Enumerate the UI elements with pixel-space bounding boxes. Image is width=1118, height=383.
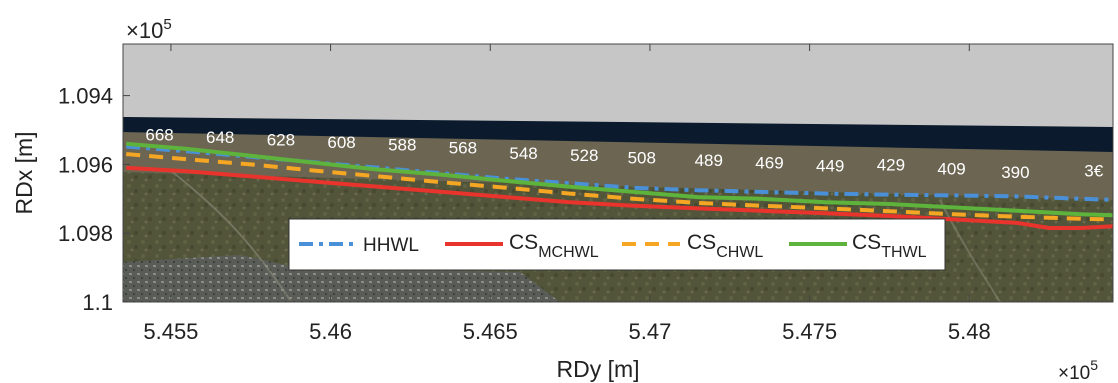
y-exponent-label: ×105 xyxy=(126,16,172,43)
x-exponent-label: ×105 xyxy=(1058,357,1098,383)
x-tick-label: 5.46 xyxy=(309,319,352,344)
profile-label-2: 628 xyxy=(267,131,295,150)
profile-label-4: 588 xyxy=(388,136,416,155)
series-line-hhwl xyxy=(126,144,1113,202)
profile-label-11: 449 xyxy=(816,156,844,175)
profile-label-0: 668 xyxy=(145,125,173,144)
x-axis-label: RDy [m] xyxy=(556,356,639,382)
legend-label-cs-thwl: CSTHWL xyxy=(852,231,927,261)
legend-label-cs-chwl: CSCHWL xyxy=(687,231,763,261)
profile-label-9: 489 xyxy=(695,151,723,170)
x-tick-label: 5.48 xyxy=(948,319,991,344)
profile-label-8: 508 xyxy=(628,149,656,168)
profile-label-6: 548 xyxy=(509,144,537,163)
dune-path xyxy=(169,169,291,301)
y-tick-label: 1.098 xyxy=(58,221,113,246)
series-line-cs-mchwl xyxy=(126,165,1113,230)
x-tick-label: 5.47 xyxy=(629,319,672,344)
y-axis-label: RDx [m] xyxy=(11,131,37,214)
dune-path-2 xyxy=(939,199,1001,302)
plot-frame xyxy=(122,43,1114,303)
profile-label-14: 390 xyxy=(1001,163,1029,182)
legend-label-cs-mchwl: CSMCHWL xyxy=(509,231,599,261)
profile-label-15: 3€ xyxy=(1084,161,1103,180)
campsite-area xyxy=(123,255,560,302)
x-tick-label: 5.465 xyxy=(463,319,518,344)
profile-label-13: 409 xyxy=(937,160,965,179)
legend: HHWL CSMCHWL CSCHWL CSTHWL xyxy=(288,218,946,271)
y-tick-label: 1.094 xyxy=(58,84,113,109)
y-tick-label: 1.096 xyxy=(58,152,113,177)
profile-label-1: 648 xyxy=(206,128,234,147)
profile-label-3: 608 xyxy=(327,133,355,152)
x-tick-label: 5.475 xyxy=(782,319,837,344)
profile-label-12: 429 xyxy=(877,156,905,175)
series-line-cs-chwl xyxy=(126,152,1113,222)
x-tick-label: 5.455 xyxy=(143,319,198,344)
legend-label-hhwl: HHWL xyxy=(363,235,419,256)
y-tick-label: 1.1 xyxy=(82,290,113,315)
profile-label-10: 469 xyxy=(755,154,783,173)
series-line-cs-thwl xyxy=(126,141,1113,218)
profile-label-7: 528 xyxy=(570,146,598,165)
profile-label-5: 568 xyxy=(449,138,477,157)
